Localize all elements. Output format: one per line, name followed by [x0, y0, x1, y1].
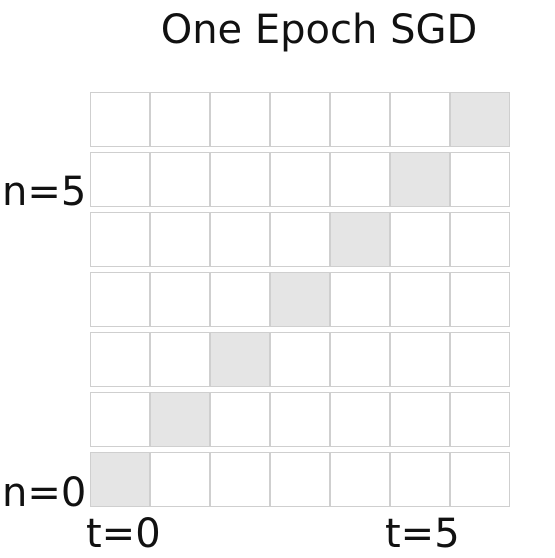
grid-cell	[450, 332, 510, 387]
grid-cell	[390, 392, 450, 447]
grid-cell	[390, 332, 450, 387]
grid-cell-highlighted	[390, 152, 450, 207]
grid-row-1	[90, 392, 511, 447]
grid-cell	[90, 332, 150, 387]
grid-cell	[150, 152, 210, 207]
grid-cell	[270, 212, 330, 267]
grid-row-0	[90, 452, 511, 507]
grid-cell	[450, 152, 510, 207]
grid-cell	[150, 92, 210, 147]
grid-cell	[210, 212, 270, 267]
grid-cell	[150, 212, 210, 267]
grid-row-2	[90, 332, 511, 387]
grid-cell	[390, 212, 450, 267]
grid-cell	[450, 212, 510, 267]
grid-cell	[270, 92, 330, 147]
grid-cell	[150, 452, 210, 507]
grid-cell	[330, 272, 390, 327]
grid-cell	[330, 92, 390, 147]
grid-cell	[90, 272, 150, 327]
grid-cell	[90, 212, 150, 267]
diagram-title: One Epoch SGD	[90, 6, 548, 54]
grid-cell	[210, 452, 270, 507]
grid-cell-highlighted	[270, 272, 330, 327]
grid-cell	[270, 152, 330, 207]
sgd-grid	[90, 92, 511, 508]
grid-cell	[270, 332, 330, 387]
grid-cell-highlighted	[90, 452, 150, 507]
grid-cell	[330, 392, 390, 447]
row-label-n-bottom: n=0	[2, 469, 86, 517]
grid-cell	[210, 152, 270, 207]
grid-cell	[150, 332, 210, 387]
grid-cell	[210, 92, 270, 147]
grid-cell	[90, 92, 150, 147]
grid-cell-highlighted	[330, 212, 390, 267]
grid-cell	[390, 272, 450, 327]
grid-cell	[270, 392, 330, 447]
grid-cell	[390, 92, 450, 147]
grid-cell-highlighted	[150, 392, 210, 447]
grid-cell-highlighted	[450, 92, 510, 147]
row-label-n-top: n=5	[2, 168, 86, 216]
grid-cell	[450, 392, 510, 447]
grid-cell	[330, 332, 390, 387]
grid-row-4	[90, 212, 511, 267]
grid-cell	[210, 272, 270, 327]
column-label-t-end: t=5	[385, 510, 460, 558]
grid-cell	[330, 452, 390, 507]
grid-cell	[330, 152, 390, 207]
grid-cell	[90, 392, 150, 447]
column-label-t-start: t=0	[86, 510, 161, 558]
grid-row-5	[90, 152, 511, 207]
grid-cell	[390, 452, 450, 507]
grid-cell	[150, 272, 210, 327]
grid-row-3	[90, 272, 511, 327]
grid-cell	[90, 152, 150, 207]
grid-cell	[270, 452, 330, 507]
grid-cell-highlighted	[210, 332, 270, 387]
grid-cell	[450, 452, 510, 507]
grid-cell	[210, 392, 270, 447]
grid-cell	[450, 272, 510, 327]
grid-row-6	[90, 92, 511, 147]
